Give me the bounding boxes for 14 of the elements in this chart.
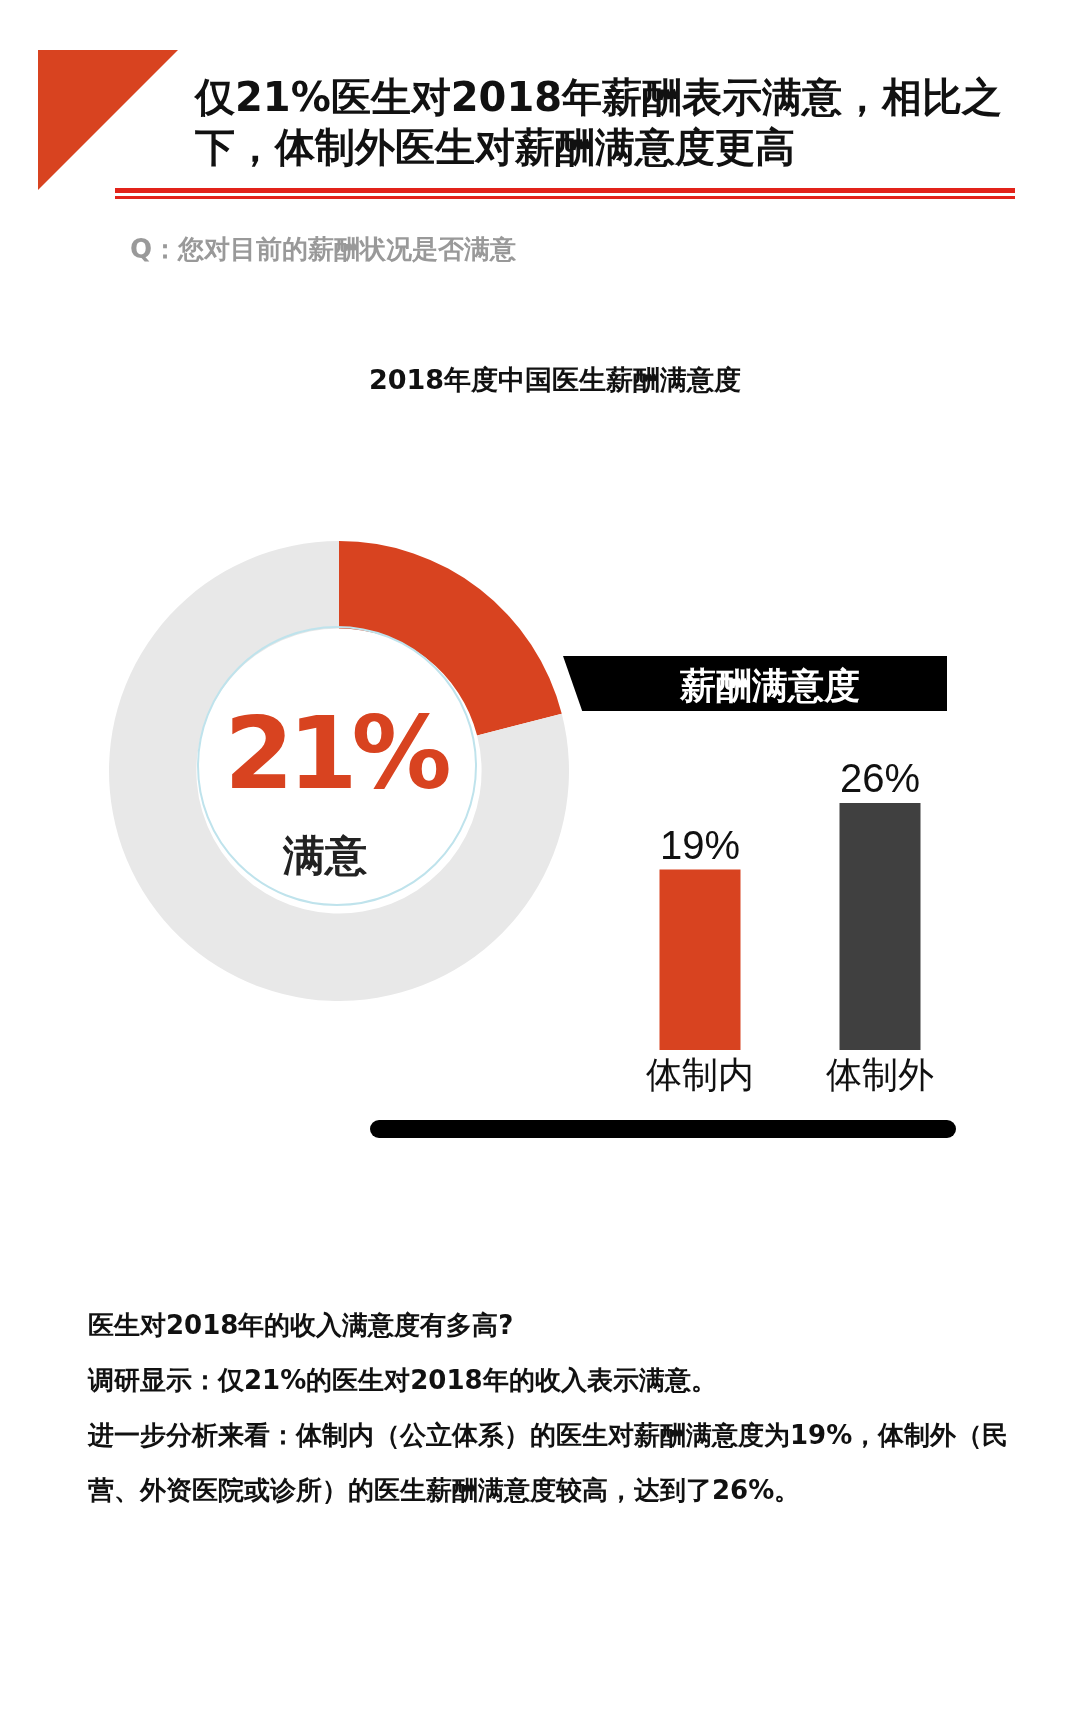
text: 医生对2018年的收入满意度有多高? — [88, 1309, 515, 1342]
donut-slice — [109, 541, 569, 1001]
data-label: 21% — [223, 695, 448, 812]
data-label: 26% — [839, 756, 921, 800]
chart-subtitle: Q：您对目前的薪酬状况是否满意 — [130, 233, 517, 266]
data-label: 19% — [659, 822, 741, 867]
x-tick-label: 体制内 — [646, 1049, 754, 1098]
chart-title: 仅21%医生对2018年薪酬表示满意，相比之下，体制外医生对薪酬满意度更高 — [195, 73, 1004, 172]
text: 2018年度中国医生薪酬满意度 — [367, 363, 743, 397]
x-tick-label: 体制外 — [826, 1049, 934, 1098]
chart-title: 薪酬满意度 — [679, 664, 861, 708]
text: 调研显示：仅21%的医生对2018年的收入表示满意。 — [88, 1364, 718, 1397]
text: 进一步分析来看：体制内（公立体系）的医生对薪酬满意度为19%，体制外（民营、外资医院或诊所）的医生薪酬满意度较高，达到了26%。 — [88, 1419, 1010, 1507]
slice-label: 满意 — [282, 830, 368, 882]
